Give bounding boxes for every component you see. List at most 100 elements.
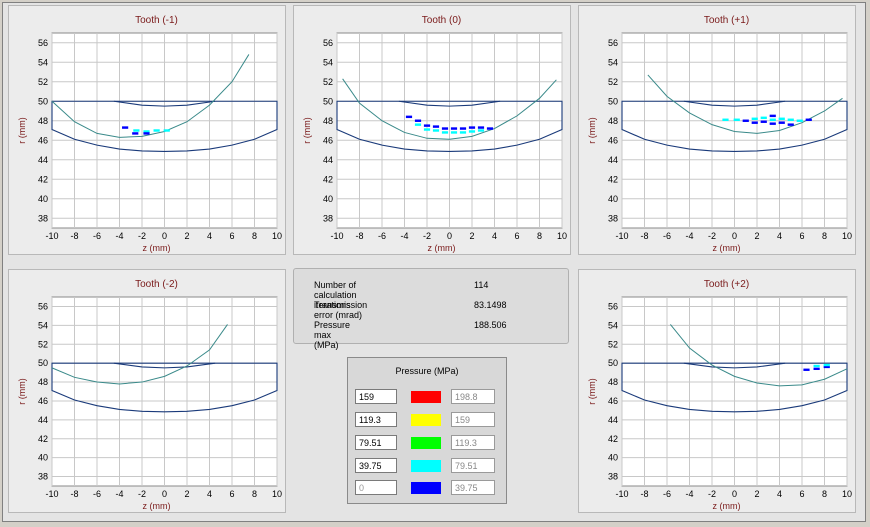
y-tick-label: 44 — [608, 155, 618, 165]
chart-tooth-plus1: -10 -8 -6 -4 -2 0 2 4 6 8 10 38 40 42 44 46 48 50 52 54 56 To… — [578, 5, 856, 255]
x-tick-label: -10 — [615, 489, 628, 499]
info-label: Number of calculation iterations — [314, 280, 357, 310]
pressure-cell — [760, 116, 767, 120]
x-tick-label: -4 — [115, 231, 123, 241]
x-tick-label: -6 — [663, 489, 671, 499]
x-tick-label: -8 — [355, 231, 363, 241]
x-tick-label: 10 — [842, 489, 852, 499]
tooth-profile — [336, 100, 563, 153]
pressure-cell — [477, 129, 485, 132]
y-tick-label: 46 — [38, 396, 48, 406]
tooth-upper-arc — [683, 100, 786, 107]
x-axis-label: z (mm) — [143, 501, 171, 511]
x-tick-label: 0 — [732, 489, 737, 499]
x-axis-label: z (mm) — [713, 243, 741, 253]
legend-color-swatch — [411, 460, 441, 472]
tooth-upper-arc — [113, 362, 216, 369]
results-info-panel: Number of calculation iterations 114 Tra… — [293, 268, 569, 350]
legend-min-input[interactable]: 119.3 — [355, 412, 397, 427]
x-tick-label: 8 — [252, 231, 257, 241]
y-tick-label: 40 — [38, 194, 48, 204]
y-tick-label: 46 — [323, 135, 333, 145]
y-tick-label: 52 — [323, 77, 333, 87]
legend-min-input: 0 — [355, 480, 397, 495]
x-tick-label: 0 — [447, 231, 452, 241]
legend-row: 119.3 159 — [348, 412, 506, 429]
chart-svg-4: -10 -8 -6 -4 -2 0 2 4 6 8 1038404244464850525456To… — [587, 279, 852, 511]
chart-tooth-minus1: -10 -8 -6 -4 -2 0 2 4 6 8 10 38 40 42 44 46 48 50 52 54 56 To… — [8, 5, 286, 255]
tooth-upper-arc — [113, 100, 216, 107]
contact-curve — [51, 54, 250, 138]
x-tick-label: -2 — [138, 489, 146, 499]
x-tick-label: 2 — [754, 489, 759, 499]
x-tick-label: 2 — [184, 489, 189, 499]
chart-svg-1: -10 -8 -6 -4 -2 0 2 4 6 8 1038404244464850525456To… — [302, 15, 567, 253]
y-tick-label: 54 — [38, 57, 48, 67]
legend-color-swatch — [411, 391, 441, 403]
legend-min-input[interactable]: 39.75 — [355, 458, 397, 473]
y-tick-label: 44 — [608, 415, 618, 425]
chart-title: Tooth (+1) — [704, 15, 749, 26]
pressure-cell — [787, 123, 794, 126]
x-tick-label: -2 — [138, 231, 146, 241]
x-tick-label: 10 — [557, 231, 567, 241]
y-tick-label: 52 — [38, 339, 48, 349]
y-tick-label: 52 — [608, 339, 618, 349]
y-tick-label: 42 — [38, 174, 48, 184]
tooth-profile — [51, 362, 278, 413]
y-tick-label: 54 — [608, 320, 618, 330]
x-tick-label: 8 — [822, 231, 827, 241]
legend-max-field: 119.3 — [451, 435, 495, 450]
chart-title: Tooth (-2) — [135, 279, 178, 290]
pressure-cell — [796, 119, 803, 122]
x-tick-label: 6 — [799, 231, 804, 241]
x-tick-label: 2 — [469, 231, 474, 241]
x-tick-label: -8 — [70, 489, 78, 499]
y-tick-label: 44 — [38, 155, 48, 165]
x-tick-label: -4 — [685, 231, 693, 241]
y-tick-label: 54 — [38, 320, 48, 330]
y-tick-label: 46 — [608, 135, 618, 145]
x-tick-label: 6 — [229, 489, 234, 499]
x-tick-label: -6 — [93, 231, 101, 241]
x-tick-label: -10 — [45, 489, 58, 499]
x-tick-label: 4 — [207, 489, 212, 499]
pressure-cell — [450, 131, 458, 134]
y-tick-label: 40 — [38, 453, 48, 463]
legend-row: 0 39.75 — [348, 480, 506, 497]
legend-min-input[interactable]: 159 — [355, 389, 397, 404]
y-tick-label: 42 — [608, 434, 618, 444]
y-tick-label: 50 — [608, 96, 618, 106]
y-tick-label: 50 — [38, 96, 48, 106]
pressure-cell — [133, 129, 140, 132]
x-tick-label: -10 — [615, 231, 628, 241]
pressure-cell — [450, 127, 458, 130]
legend-min-input[interactable]: 79.51 — [355, 435, 397, 450]
x-tick-label: 6 — [799, 489, 804, 499]
x-tick-label: -6 — [378, 231, 386, 241]
y-tick-label: 56 — [323, 38, 333, 48]
y-tick-label: 42 — [323, 174, 333, 184]
y-tick-label: 38 — [608, 213, 618, 223]
pressure-cell — [441, 131, 449, 134]
pressure-cell — [468, 130, 476, 133]
pressure-cell — [143, 132, 150, 135]
x-axis-label: z (mm) — [713, 501, 741, 511]
y-axis-label: r (mm) — [302, 117, 312, 144]
pressure-cell — [805, 118, 812, 121]
y-tick-label: 40 — [323, 194, 333, 204]
tooth-profile — [51, 100, 278, 153]
legend-row: 39.75 79.51 — [348, 458, 506, 475]
pressure-cell — [722, 118, 729, 121]
x-tick-label: -6 — [93, 489, 101, 499]
y-tick-label: 44 — [38, 415, 48, 425]
legend-row: 79.51 119.3 — [348, 435, 506, 452]
tooth-profile — [621, 100, 848, 153]
x-tick-label: 10 — [842, 231, 852, 241]
y-tick-label: 48 — [323, 116, 333, 126]
pressure-cell — [132, 132, 139, 135]
chart-tooth-minus2: -10 -8 -6 -4 -2 0 2 4 6 8 10 38 40 42 44 46 48 50 52 54 56 To… — [8, 269, 286, 513]
x-tick-label: -2 — [423, 231, 431, 241]
pressure-cell — [778, 121, 785, 124]
pressure-cell — [778, 117, 785, 121]
